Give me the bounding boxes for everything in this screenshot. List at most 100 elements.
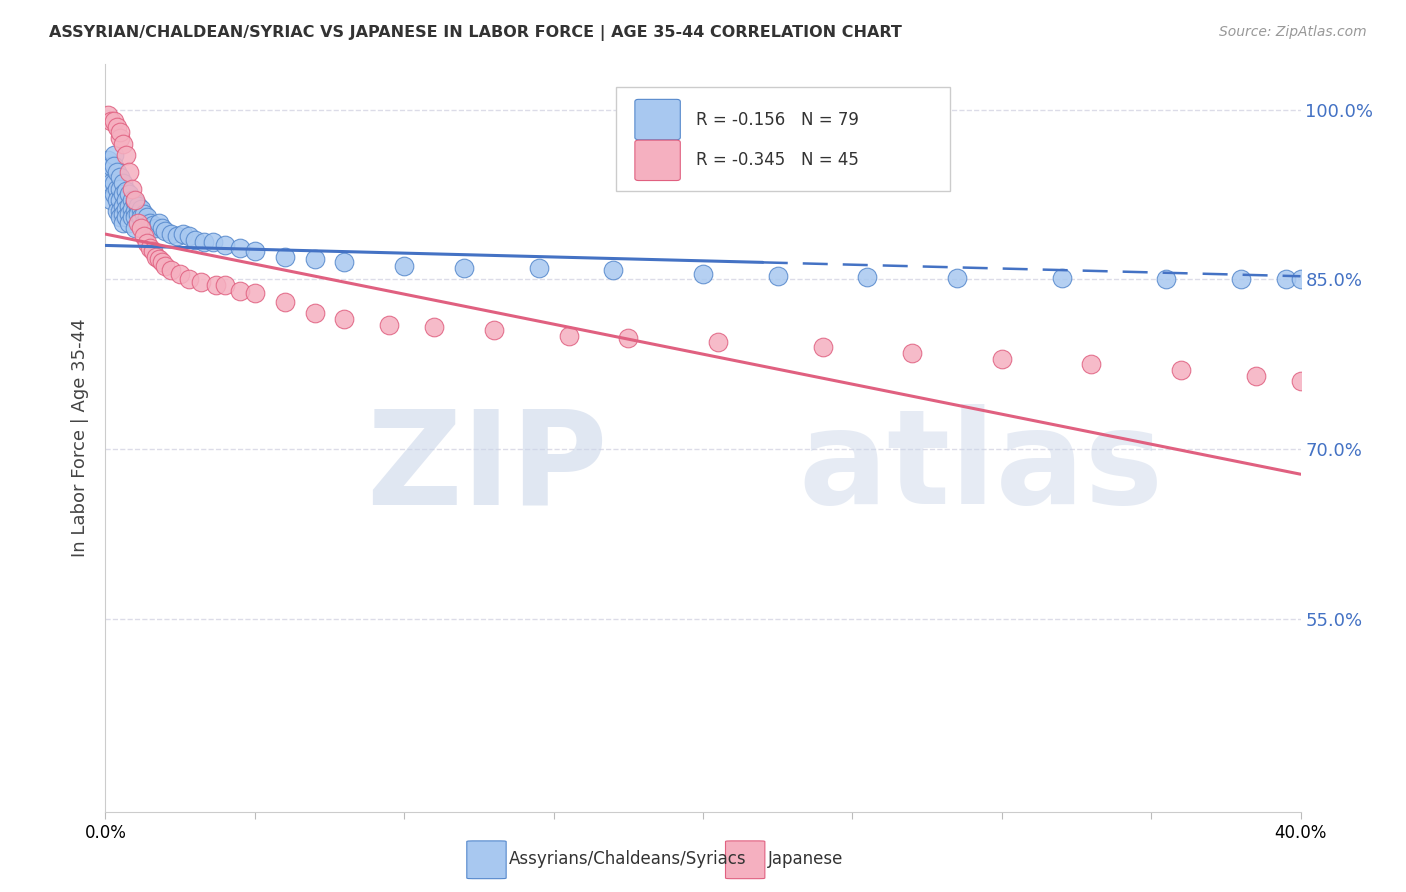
Point [115, 210, 138, 224]
Point [145, 221, 167, 235]
Point [100, 113, 122, 128]
Point [124, 195, 146, 210]
Point [107, 204, 129, 219]
Point [177, 272, 201, 286]
Point [100, 176, 122, 190]
Point [150, 255, 173, 269]
Point [103, 187, 125, 202]
Point [110, 193, 132, 207]
Point [124, 204, 146, 219]
Point [1154, 272, 1177, 286]
Point [190, 275, 212, 289]
Point [453, 261, 475, 276]
Point [115, 193, 138, 207]
Point [811, 340, 834, 354]
Point [139, 241, 162, 255]
Point [333, 255, 356, 269]
Point [205, 278, 228, 293]
Point [121, 193, 143, 207]
Point [124, 221, 146, 235]
Point [160, 227, 183, 241]
Point [160, 263, 183, 277]
FancyBboxPatch shape [616, 87, 950, 191]
Point [145, 250, 167, 264]
Point [118, 165, 141, 179]
Point [139, 221, 162, 235]
Point [129, 210, 153, 224]
FancyBboxPatch shape [467, 841, 506, 879]
Point [97, 170, 120, 185]
Point [110, 204, 132, 219]
Point [155, 259, 177, 273]
Text: ASSYRIAN/CHALDEAN/SYRIAC VS JAPANESE IN LABOR FORCE | AGE 35-44 CORRELATION CHAR: ASSYRIAN/CHALDEAN/SYRIAC VS JAPANESE IN … [49, 25, 903, 41]
Point [617, 331, 640, 345]
Point [193, 235, 215, 249]
Point [142, 244, 165, 259]
Point [136, 210, 159, 224]
Point [946, 271, 969, 285]
Point [243, 285, 266, 300]
Point [110, 125, 132, 139]
Point [155, 224, 177, 238]
Point [107, 182, 129, 196]
Point [214, 278, 236, 293]
FancyBboxPatch shape [725, 841, 765, 879]
Point [129, 221, 153, 235]
Point [990, 351, 1012, 366]
Point [121, 202, 143, 217]
Point [110, 210, 132, 224]
Point [557, 329, 579, 343]
Point [107, 120, 129, 134]
Point [103, 176, 125, 190]
Point [121, 182, 143, 196]
Text: atlas: atlas [799, 404, 1164, 532]
Point [112, 187, 135, 202]
Point [243, 244, 266, 259]
Point [1080, 357, 1102, 371]
Point [134, 229, 156, 244]
Point [394, 259, 416, 273]
Point [1289, 272, 1312, 286]
Point [273, 295, 295, 310]
Point [97, 153, 120, 168]
Text: Japanese: Japanese [768, 849, 844, 868]
Point [139, 216, 162, 230]
Point [1050, 271, 1073, 285]
Point [134, 216, 156, 230]
Point [901, 346, 924, 360]
Point [103, 148, 125, 162]
Point [602, 263, 624, 277]
Point [134, 207, 156, 221]
Point [112, 176, 135, 190]
Point [856, 270, 879, 285]
Point [115, 202, 138, 217]
Point [100, 159, 122, 173]
Point [166, 229, 188, 244]
Point [1289, 375, 1312, 389]
Point [150, 221, 173, 235]
Point [127, 199, 149, 213]
Point [103, 113, 125, 128]
Point [304, 306, 326, 320]
FancyBboxPatch shape [636, 99, 681, 140]
Point [110, 170, 132, 185]
Point [1305, 275, 1327, 289]
Point [172, 227, 194, 241]
Point [100, 193, 122, 207]
Point [229, 241, 252, 255]
Point [423, 320, 446, 334]
Point [148, 252, 170, 266]
Point [527, 261, 550, 276]
Point [112, 216, 135, 230]
Point [177, 229, 201, 244]
Point [110, 131, 132, 145]
Text: R = -0.156   N = 79: R = -0.156 N = 79 [696, 111, 859, 128]
Point [115, 148, 138, 162]
Point [118, 187, 141, 202]
Point [118, 199, 141, 213]
Point [142, 218, 165, 232]
Point [112, 199, 135, 213]
Point [169, 267, 191, 281]
Point [766, 268, 789, 283]
FancyBboxPatch shape [636, 140, 681, 180]
